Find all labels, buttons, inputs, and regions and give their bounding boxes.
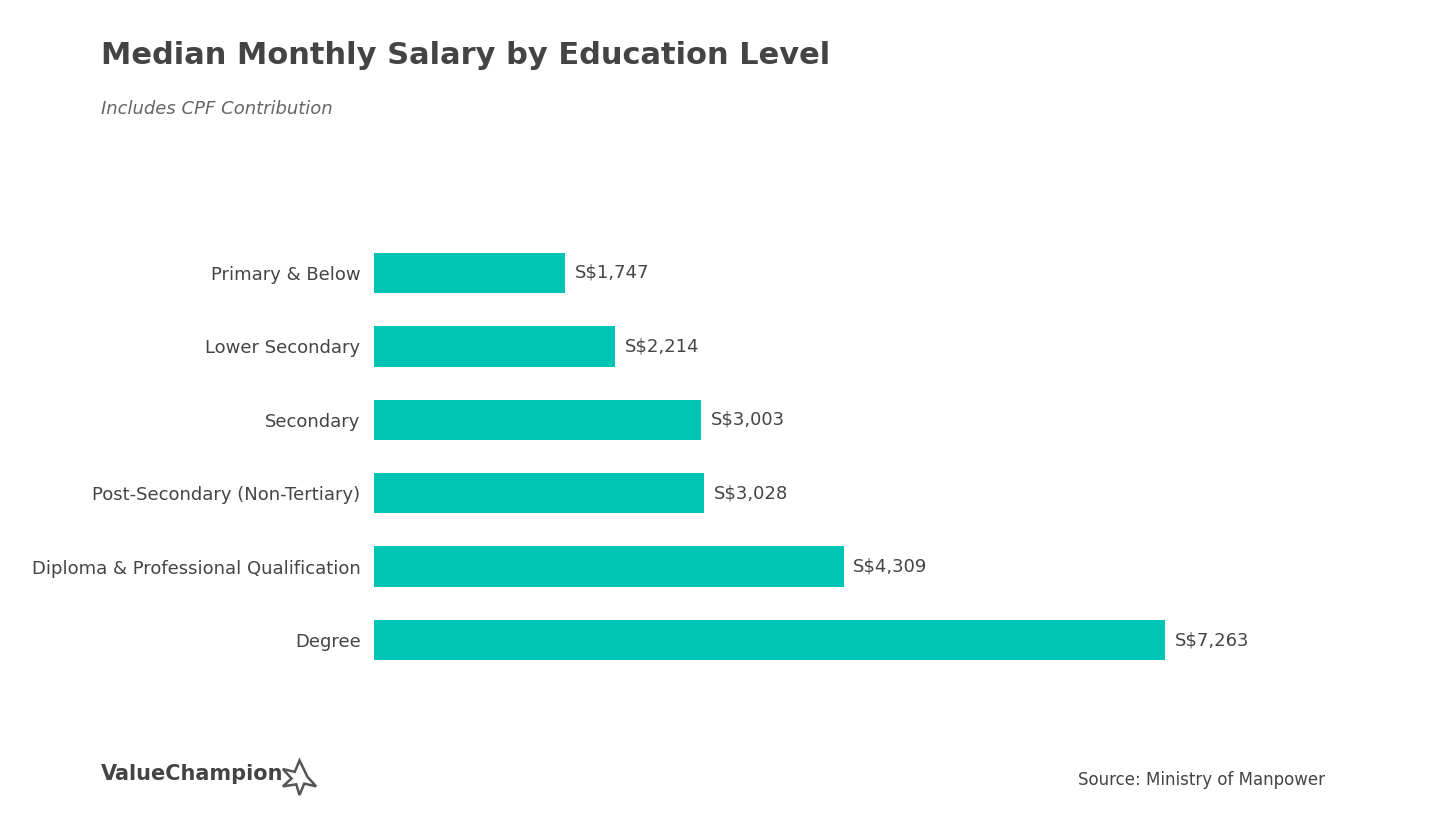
Text: ValueChampion: ValueChampion — [101, 764, 284, 784]
Text: Source: Ministry of Manpower: Source: Ministry of Manpower — [1077, 770, 1325, 788]
Bar — [374, 473, 704, 514]
Text: Median Monthly Salary by Education Level: Median Monthly Salary by Education Level — [101, 42, 829, 71]
Bar — [374, 253, 564, 293]
Text: S$3,028: S$3,028 — [714, 484, 788, 502]
Text: S$2,214: S$2,214 — [625, 337, 700, 355]
Text: S$4,309: S$4,309 — [854, 558, 927, 576]
Text: S$1,747: S$1,747 — [575, 264, 649, 282]
Text: Includes CPF Contribution: Includes CPF Contribution — [101, 100, 333, 118]
Bar — [374, 399, 701, 440]
Bar — [374, 326, 615, 367]
Bar — [374, 620, 1165, 660]
Bar — [374, 546, 844, 587]
Text: S$7,263: S$7,263 — [1175, 631, 1250, 649]
Text: S$3,003: S$3,003 — [711, 411, 785, 429]
